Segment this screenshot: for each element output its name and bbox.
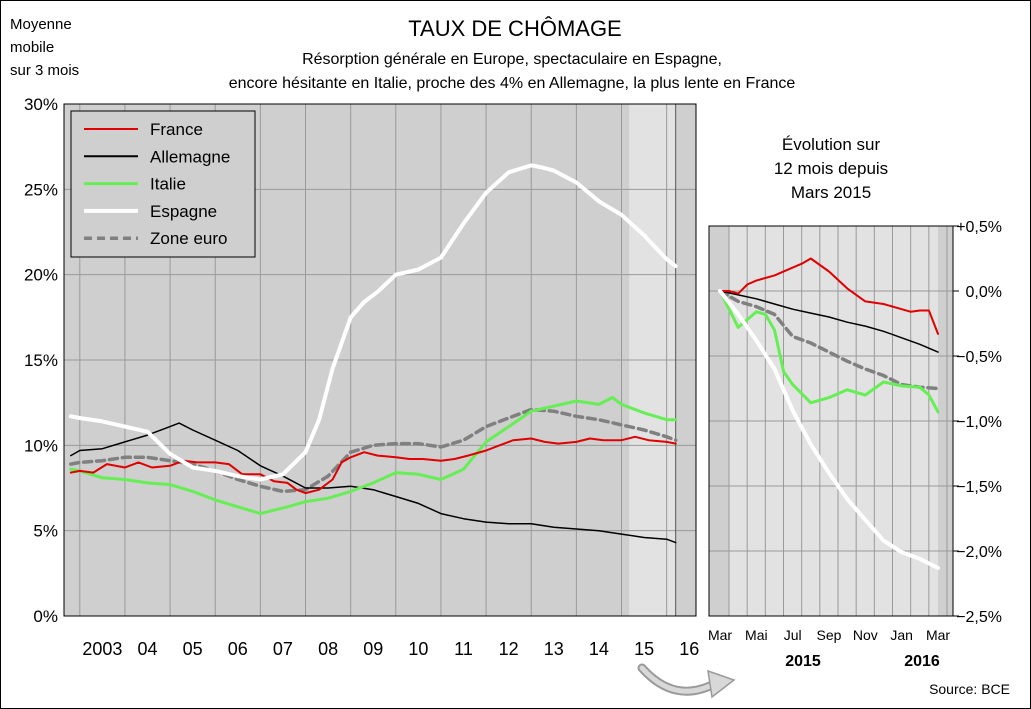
main-x-tick-label: 06	[228, 639, 248, 659]
inset-x-tick-label: Mar	[926, 627, 950, 643]
inset-x-tick-label: Jul	[784, 627, 802, 643]
inset-title-line-2: 12 mois depuis	[774, 159, 888, 178]
main-x-tick-label: 09	[363, 639, 383, 659]
main-y-tick-label: 15%	[24, 351, 58, 370]
main-x-tick-label: 11	[454, 639, 473, 659]
main-x-tick-label: 10	[408, 639, 428, 659]
main-y-tick-label: 10%	[24, 436, 58, 455]
inset-plot-border	[708, 225, 954, 617]
inset-y-tick-label: −0,5%	[956, 349, 1002, 366]
main-x-tick-label: 05	[183, 639, 203, 659]
main-x-tick-label: 15	[634, 639, 654, 659]
main-x-tick-label: 16	[679, 639, 699, 659]
main-x-tick-label: 2003	[82, 639, 122, 659]
moving-average-note-line-1: Moyenne	[10, 16, 72, 33]
moving-average-note-line-3: sur 3 mois	[10, 62, 79, 79]
chart-title: TAUX DE CHÔMAGE	[408, 16, 622, 41]
main-series-line-france	[69, 435, 677, 495]
inset-title-line-1: Évolution sur	[782, 135, 881, 154]
main-plot-border	[63, 103, 697, 617]
main-series-line-italie	[69, 396, 678, 516]
inset-x-tick-label: Nov	[853, 627, 878, 643]
legend: France Allemagne Italie Espagne Zone euro	[70, 110, 256, 258]
legend-label-allemagne: Allemagne	[150, 147, 230, 166]
main-x-tick-label: 07	[273, 639, 293, 659]
moving-average-note-line-2: mobile	[10, 39, 54, 56]
inset-title-line-3: Mars 2015	[791, 183, 871, 202]
inset-year-label-2015: 2015	[785, 653, 821, 670]
inset-x-tick-label: Sep	[817, 627, 842, 643]
main-x-tick-label: 08	[318, 639, 338, 659]
inset-y-tick-label: 0,0%	[966, 284, 1002, 301]
main-y-tick-label: 20%	[24, 266, 58, 285]
inset-y-tick-label: −2,0%	[956, 544, 1002, 561]
main-y-tick-label: 0%	[33, 607, 58, 626]
legend-label-espagne: Espagne	[150, 202, 217, 221]
inset-series-line-allemagne	[719, 290, 939, 353]
main-series-line-espagne	[68, 163, 678, 482]
inset-y-tick-label: −1,0%	[956, 414, 1002, 431]
main-y-tick-label: 5%	[33, 522, 58, 541]
main-x-tick-label: 04	[137, 639, 157, 659]
main-x-tick-label: 13	[544, 639, 564, 659]
inset-y-tick-label: +0,5%	[956, 219, 1002, 236]
inset-x-tick-label: Mai	[745, 627, 768, 643]
inset-series-line-espagne	[718, 289, 940, 570]
main-y-tick-label: 25%	[24, 180, 58, 199]
main-series-line-zone-euro	[69, 407, 678, 494]
inset-y-tick-label: −1,5%	[956, 479, 1002, 496]
inset-year-label-2016: 2016	[904, 653, 940, 670]
main-x-tick-label: 12	[499, 639, 519, 659]
chart-subtitle-line-2: encore hésitante en Italie, proche des 4…	[229, 75, 796, 92]
inset-plot-area: +0,5% 0,0% −0,5% −1,0% −1,5% −2,0% −2,5% Mar Mai…	[708, 219, 1002, 643]
legend-label-zone-euro: Zone euro	[150, 229, 228, 248]
main-y-tick-label: 30%	[24, 95, 58, 114]
source-note: Source: BCE	[929, 681, 1010, 697]
inset-series-line-france	[719, 257, 939, 335]
inset-y-tick-label: −2,5%	[956, 609, 1002, 626]
inset-x-tick-label: Jan	[890, 627, 913, 643]
main-x-tick-label: 14	[589, 639, 609, 659]
legend-label-italie: Italie	[150, 175, 186, 194]
inset-series-line-italie	[718, 289, 940, 414]
chart-subtitle-line-1: Résorption générale en Europe, spectacul…	[302, 51, 722, 68]
connector-arrow-icon	[637, 663, 736, 699]
legend-label-france: France	[150, 120, 203, 139]
inset-x-tick-label: Mar	[708, 627, 732, 643]
